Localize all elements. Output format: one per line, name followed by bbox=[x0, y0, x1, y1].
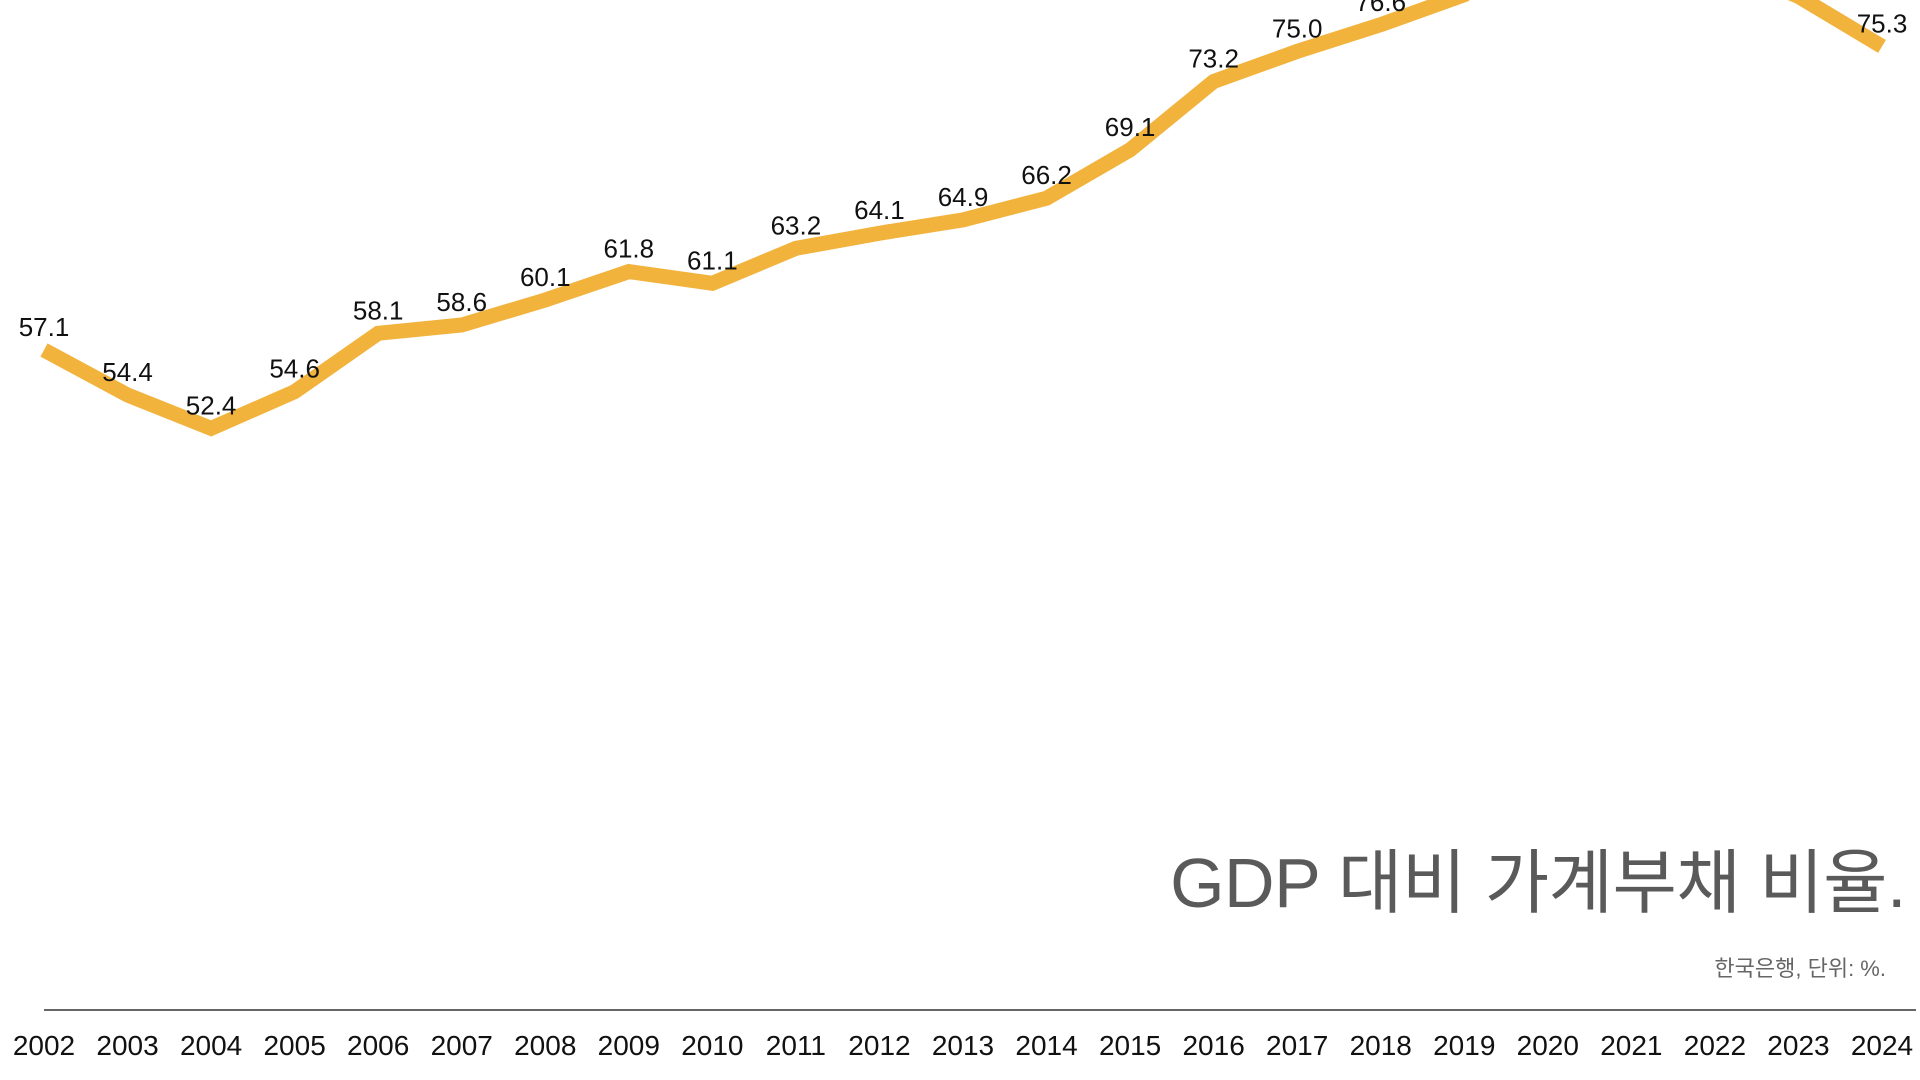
x-tick-label: 2014 bbox=[1015, 1030, 1077, 1061]
x-tick-label: 2011 bbox=[766, 1030, 826, 1061]
data-label: 52.4 bbox=[186, 390, 237, 420]
x-tick-layer: 2002 2003 2004 2005 2006 2007 2008 2009 2010 2011… bbox=[13, 1030, 1913, 1061]
data-label: 69.1 bbox=[1105, 112, 1156, 142]
data-label: 76.6 bbox=[1355, 0, 1406, 17]
x-tick-label: 2008 bbox=[514, 1030, 576, 1061]
x-tick-label: 2023 bbox=[1767, 1030, 1829, 1061]
x-tick-label: 2005 bbox=[263, 1030, 325, 1061]
data-label: 54.6 bbox=[269, 354, 320, 384]
x-tick-label: 2002 bbox=[13, 1030, 75, 1061]
data-label: 58.1 bbox=[353, 295, 404, 325]
source-note: 한국은행, 단위: %. bbox=[1714, 956, 1886, 981]
data-label: 54.4 bbox=[102, 357, 153, 387]
data-label: 75.3 bbox=[1857, 8, 1908, 38]
x-tick-label: 2013 bbox=[932, 1030, 994, 1061]
data-label: 57.1 bbox=[19, 312, 70, 342]
data-label: 73.2 bbox=[1188, 43, 1239, 73]
x-tick-label: 2024 bbox=[1851, 1030, 1913, 1061]
data-label: 63.2 bbox=[771, 210, 822, 240]
series-line bbox=[40, 0, 1886, 437]
data-label: 64.1 bbox=[854, 195, 905, 225]
x-tick-label: 2010 bbox=[681, 1030, 743, 1061]
x-tick-label: 2021 bbox=[1600, 1030, 1662, 1061]
x-tick-label: 2012 bbox=[848, 1030, 910, 1061]
data-label: 64.9 bbox=[938, 182, 989, 212]
series-layer bbox=[40, 0, 1886, 437]
x-tick-label: 2009 bbox=[598, 1030, 660, 1061]
x-tick-label: 2007 bbox=[431, 1030, 493, 1061]
data-label-layer: 57.1 54.4 52.4 54.6 58.1 58.6 60.1 61.8 61.1 63.2… bbox=[19, 0, 1908, 420]
chart-title: GDP 대비 가계부채 비율. bbox=[1170, 844, 1906, 922]
x-tick-label: 2006 bbox=[347, 1030, 409, 1061]
x-tick-label: 2017 bbox=[1266, 1030, 1328, 1061]
data-label: 66.2 bbox=[1021, 160, 1072, 190]
data-label: 60.1 bbox=[520, 262, 571, 292]
data-label: 61.1 bbox=[687, 245, 738, 275]
x-tick-label: 2004 bbox=[180, 1030, 242, 1061]
data-label: 61.8 bbox=[604, 234, 655, 264]
x-tick-label: 2018 bbox=[1350, 1030, 1412, 1061]
x-tick-label: 2016 bbox=[1182, 1030, 1244, 1061]
x-tick-label: 2020 bbox=[1517, 1030, 1579, 1061]
x-tick-label: 2019 bbox=[1433, 1030, 1495, 1061]
data-label: 58.6 bbox=[436, 287, 487, 317]
data-label: 75.0 bbox=[1272, 13, 1323, 43]
x-tick-label: 2022 bbox=[1684, 1030, 1746, 1061]
x-tick-label: 2015 bbox=[1099, 1030, 1161, 1061]
x-tick-label: 2003 bbox=[96, 1030, 158, 1061]
